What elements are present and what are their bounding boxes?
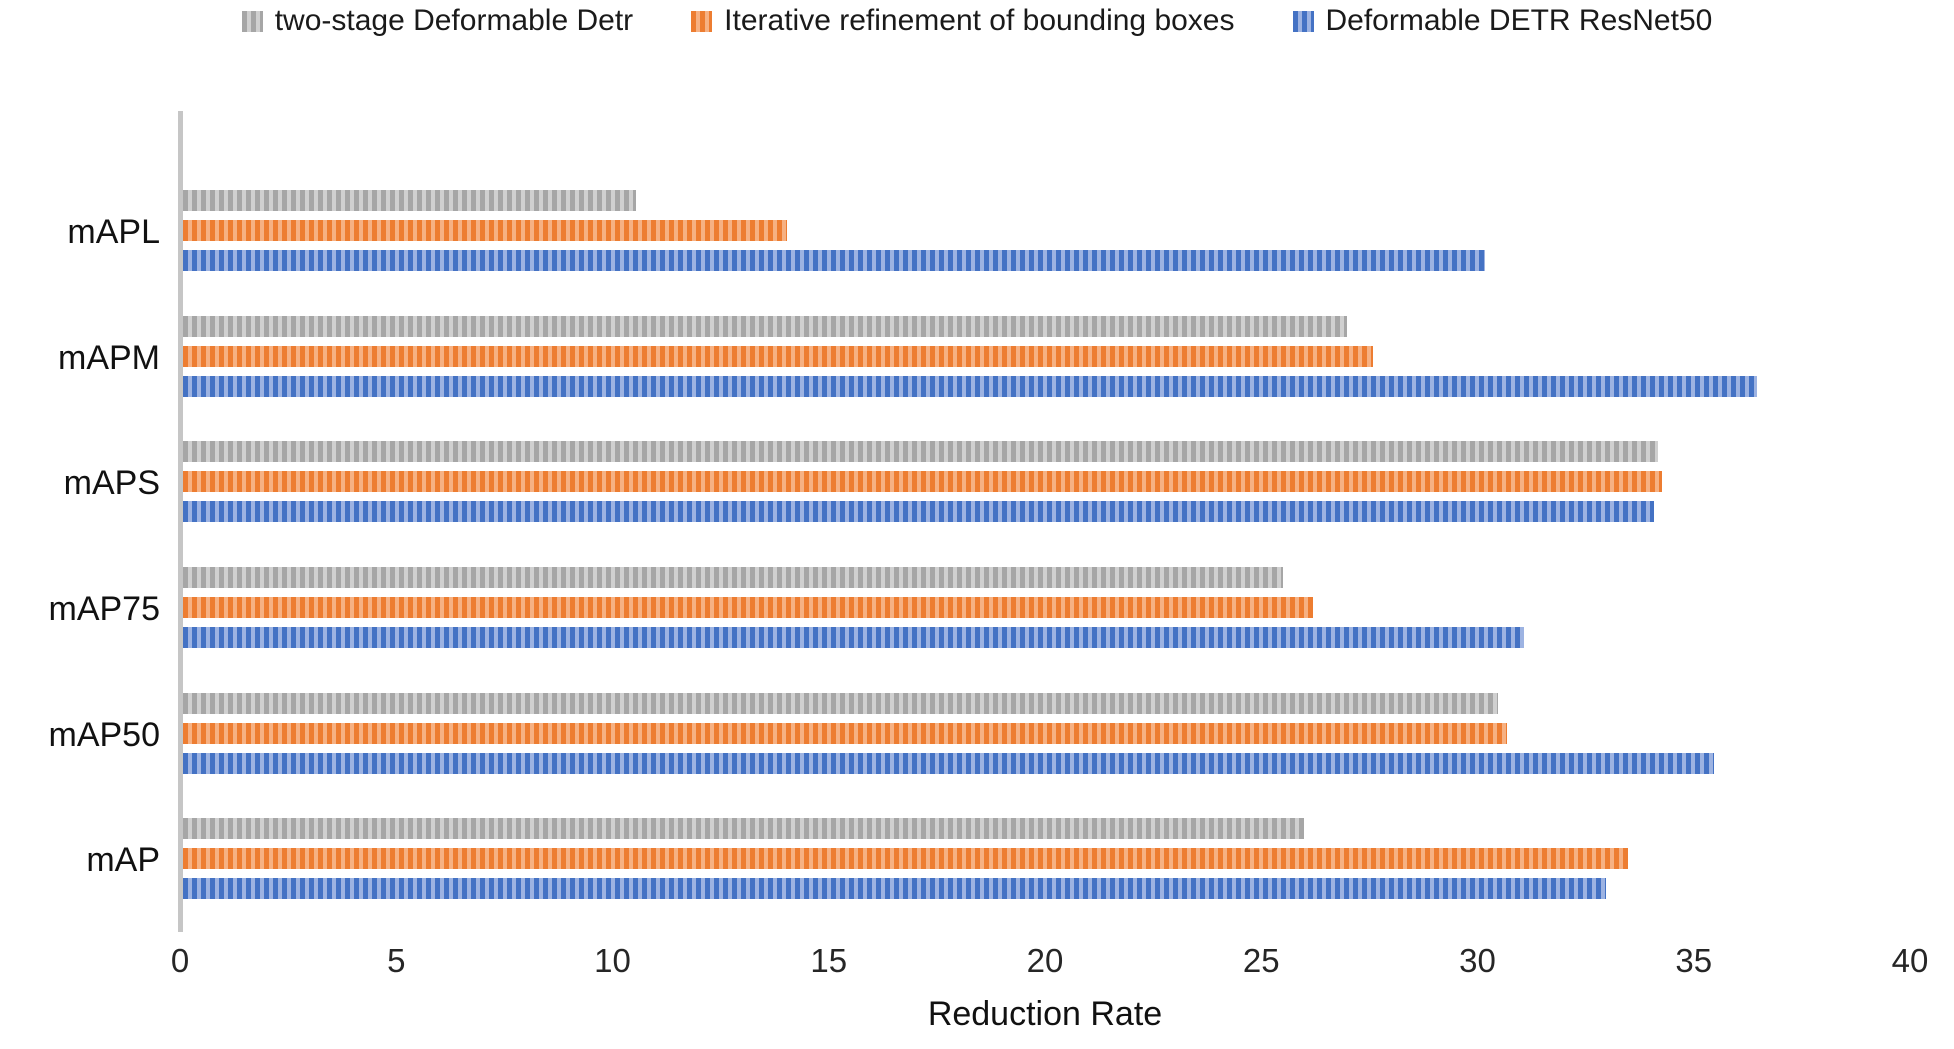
bar-two-stage-deformable-detr-mAPS (183, 441, 1658, 463)
bar-two-stage-deformable-detr-mAP50 (183, 692, 1499, 714)
legend-label: Iterative refinement of bounding boxes (724, 4, 1235, 37)
bar-deformable-detr-resnet50-mAPS (183, 501, 1654, 523)
legend-item-iterative-refinement: Iterative refinement of bounding boxes (691, 4, 1235, 38)
bar-iterative-refinement-mAPS (183, 471, 1663, 493)
category-label-mAP: mAP (86, 841, 160, 880)
x-tick-10: 10 (594, 942, 631, 979)
category-label-mAP75: mAP75 (48, 590, 161, 629)
legend-swatch-icon (1292, 10, 1314, 32)
bar-iterative-refinement-mAP75 (183, 597, 1313, 619)
legend-item-two-stage-deformable-detr: two-stage Deformable Detr (241, 4, 634, 38)
bar-iterative-refinement-mAPM (183, 345, 1374, 367)
bar-iterative-refinement-mAPL (183, 220, 787, 242)
bar-deformable-detr-resnet50-mAPM (183, 375, 1758, 397)
category-label-mAPS: mAPS (63, 464, 160, 503)
bar-deformable-detr-resnet50-mAPL (183, 250, 1486, 272)
category-labels: mAPL mAPM mAPS mAP75 mAP50 mAP (0, 113, 161, 930)
bar-iterative-refinement-mAP50 (183, 722, 1507, 744)
bar-deformable-detr-resnet50-mAP50 (183, 752, 1714, 774)
bar-group-mAPS (183, 419, 1908, 545)
x-tick-30: 30 (1459, 942, 1496, 979)
bar-deformable-detr-resnet50-mAP75 (183, 627, 1525, 649)
legend-swatch-icon (241, 10, 263, 32)
legend-label: Deformable DETR ResNet50 (1325, 4, 1713, 37)
legend: two-stage Deformable Detr Iterative refin… (0, 4, 1954, 38)
bar-two-stage-deformable-detr-mAP75 (183, 567, 1283, 589)
bar-groups (178, 111, 1908, 932)
x-tick-35: 35 (1675, 942, 1713, 979)
legend-item-deformable-detr-resnet50: Deformable DETR ResNet50 (1292, 4, 1713, 38)
x-tick-40: 40 (1891, 942, 1929, 979)
legend-swatch-icon (691, 10, 713, 32)
bar-group-mAPL (183, 168, 1908, 294)
bar-deformable-detr-resnet50-mAP (183, 878, 1607, 900)
x-tick-20: 20 (1026, 942, 1064, 979)
bar-two-stage-deformable-detr-mAPL (183, 190, 636, 212)
category-label-mAPL: mAPL (67, 213, 160, 252)
bar-iterative-refinement-mAP (183, 848, 1628, 870)
x-tick-25: 25 (1242, 942, 1280, 979)
category-label-mAP50: mAP50 (48, 715, 161, 754)
x-axis-title: Reduction Rate (927, 995, 1163, 1033)
category-label-mAPM: mAPM (58, 338, 160, 377)
bar-two-stage-deformable-detr-mAPM (183, 315, 1348, 337)
bar-group-mAP75 (183, 545, 1908, 671)
bar-group-mAPM (183, 294, 1908, 420)
x-tick-0: 0 (170, 942, 190, 979)
x-tick-5: 5 (387, 942, 406, 979)
bar-group-mAP50 (183, 670, 1908, 796)
x-tick-15: 15 (810, 942, 848, 979)
x-axis-ticks: 0 5 10 15 20 25 30 35 40 (171, 942, 1929, 984)
legend-label: two-stage Deformable Detr (274, 4, 634, 37)
bar-group-mAP (183, 796, 1908, 922)
bar-two-stage-deformable-detr-mAP (183, 818, 1305, 840)
